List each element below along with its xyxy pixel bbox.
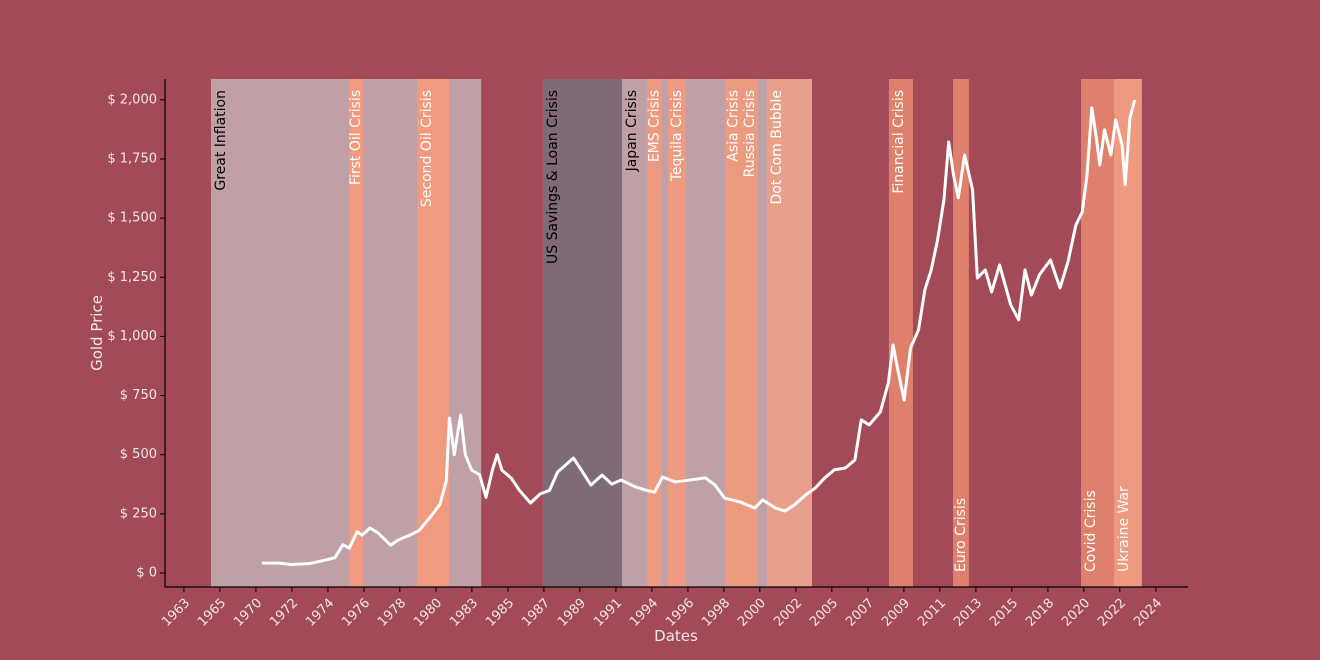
crisis-span bbox=[742, 79, 758, 587]
crisis-span bbox=[542, 79, 622, 587]
crisis-label: Euro Crisis bbox=[953, 498, 969, 572]
y-tick-label: $ 1,000 bbox=[107, 329, 157, 344]
crisis-label: Japan Crisis bbox=[624, 90, 640, 172]
crisis-label: Asia Crisis bbox=[726, 90, 742, 162]
plot-lines bbox=[261, 99, 1137, 567]
y-tick-label: $ 1,750 bbox=[107, 151, 157, 166]
x-axis-label: Dates bbox=[654, 627, 698, 645]
crisis-span bbox=[888, 79, 913, 587]
crisis-label: Russia Crisis bbox=[742, 90, 758, 177]
y-tick-label: $ 0 bbox=[136, 566, 157, 581]
crisis-label: Financial Crisis bbox=[891, 90, 907, 194]
y-tick-label: $ 1,500 bbox=[107, 211, 157, 226]
crisis-span bbox=[348, 79, 363, 587]
y-axis-label: Gold Price bbox=[88, 295, 106, 371]
crisis-span bbox=[646, 79, 662, 587]
y-tick-label: $ 1,250 bbox=[107, 270, 157, 285]
price-line bbox=[261, 99, 1137, 567]
crisis-span bbox=[417, 79, 449, 587]
crisis-label: Ukraine War bbox=[1116, 486, 1132, 572]
crisis-label: Dot Com Bubble bbox=[769, 90, 785, 204]
crisis-span bbox=[724, 79, 743, 587]
y-tick-label: $ 2,000 bbox=[107, 92, 157, 107]
crisis-label: Second Oil Crisis bbox=[419, 90, 435, 207]
crisis-label: US Savings & Loan Crisis bbox=[545, 90, 561, 264]
y-tick-label: $ 250 bbox=[120, 506, 157, 521]
crisis-span bbox=[667, 79, 686, 587]
crisis-label: Tequila Crisis bbox=[669, 90, 685, 182]
crisis-span bbox=[952, 79, 969, 587]
crisis-label: Covid Crisis bbox=[1083, 490, 1099, 572]
crisis-spans: Great Inflation First Oil Crisis Second Oi… bbox=[210, 79, 1142, 587]
y-tick-label: $ 750 bbox=[120, 388, 157, 403]
crisis-label: EMS Crisis bbox=[646, 90, 662, 162]
crisis-span bbox=[766, 79, 812, 587]
y-tick-label: $ 500 bbox=[120, 447, 157, 462]
crisis-label: Great Inflation bbox=[213, 90, 229, 191]
crisis-label: First Oil Crisis bbox=[348, 90, 364, 185]
